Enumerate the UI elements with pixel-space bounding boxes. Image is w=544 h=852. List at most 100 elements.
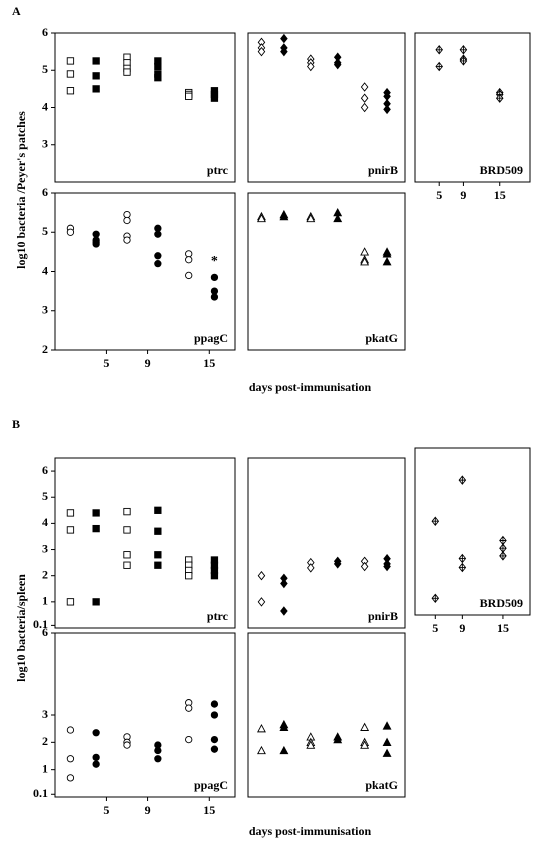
data-point (458, 475, 467, 485)
data-point (66, 726, 75, 734)
data-point (257, 213, 266, 223)
panel-label: pkatG (365, 778, 398, 792)
x-tick-label: 5 (103, 356, 109, 370)
panel-frame (247, 457, 406, 629)
panel-label: pnirB (368, 163, 398, 177)
data-point (210, 273, 219, 282)
data-point (66, 70, 75, 78)
panel-label: ptrc (207, 163, 229, 177)
data-point (360, 561, 369, 572)
y-tick-label: 2 (42, 567, 48, 581)
annotation: * (211, 254, 218, 269)
data-point (92, 760, 100, 768)
y-tick-label: 3 (42, 707, 48, 721)
data-point (66, 228, 75, 236)
data-point (123, 236, 131, 244)
data-point (210, 735, 219, 744)
data-point (123, 551, 131, 559)
data-point (431, 516, 440, 526)
data-point (123, 216, 131, 225)
section-letter: B (12, 417, 20, 431)
panel-label: ptrc (207, 609, 229, 623)
data-point (280, 46, 288, 57)
data-point (499, 551, 507, 561)
data-point (210, 700, 219, 708)
x-tick-label: 5 (436, 188, 442, 202)
y-tick-label: 4 (42, 515, 48, 529)
data-point (154, 746, 162, 755)
panel-frame (54, 192, 236, 351)
data-point (435, 61, 443, 72)
data-point (210, 745, 219, 753)
y-tick-label: 6 (42, 25, 48, 39)
data-point (92, 240, 100, 248)
data-point (360, 102, 369, 113)
data-point (360, 722, 370, 731)
x-tick-label: 15 (203, 356, 215, 370)
y-tick-label: 5 (42, 489, 48, 503)
y-tick-label: 3 (42, 137, 48, 151)
data-point (185, 572, 193, 580)
y-tick-label: 2 (42, 342, 48, 356)
panel-frame (54, 632, 236, 798)
data-point (459, 45, 468, 55)
data-point (333, 213, 343, 223)
data-point (280, 33, 288, 44)
y-tick-label: 3 (42, 303, 48, 317)
x-tick-label: 9 (145, 356, 151, 370)
y-tick-label: 1 (42, 594, 48, 608)
panel-label: ppagC (194, 331, 228, 345)
data-point (154, 62, 162, 71)
panel-frame (54, 457, 236, 629)
data-point (210, 711, 219, 719)
data-point (92, 509, 100, 517)
x-axis-label: days post-immunisation (249, 380, 372, 394)
data-point (360, 82, 369, 92)
data-point (92, 57, 100, 65)
y-tick-label: 6 (42, 463, 48, 477)
x-tick-label: 9 (145, 803, 151, 817)
panel-label: pnirB (368, 609, 398, 623)
data-point (257, 597, 266, 607)
data-point (382, 257, 392, 266)
data-point (154, 230, 162, 238)
panel-frame (414, 447, 531, 616)
data-point (92, 524, 100, 533)
y-axis-label: log10 bacteria /Peyer's patches (14, 111, 28, 269)
data-point (123, 741, 131, 749)
data-point (66, 755, 75, 763)
data-point (257, 724, 266, 733)
panel-frame (54, 32, 236, 183)
panel-label: BRD509 (480, 596, 523, 610)
data-point (279, 211, 289, 221)
data-point (66, 57, 75, 65)
data-point (123, 526, 131, 534)
data-point (360, 740, 370, 749)
data-point (382, 748, 392, 757)
data-point (66, 774, 75, 782)
y-tick-label: 0.1 (33, 786, 48, 800)
data-point (210, 293, 219, 301)
x-tick-label: 5 (103, 803, 109, 817)
panel-frame (247, 192, 406, 351)
panel-frame (247, 32, 406, 183)
data-point (257, 570, 266, 581)
y-tick-label: 6 (42, 185, 48, 199)
data-point (154, 506, 162, 514)
data-point (435, 45, 443, 55)
x-tick-label: 5 (432, 621, 438, 635)
x-tick-label: 9 (459, 621, 465, 635)
data-point (92, 753, 100, 762)
data-point (92, 72, 100, 80)
data-point (66, 598, 75, 606)
data-point (360, 257, 370, 266)
data-point (185, 704, 193, 712)
data-point (257, 46, 266, 57)
data-point (360, 247, 370, 256)
x-tick-label: 15 (494, 188, 506, 202)
data-point (279, 745, 289, 755)
data-point (382, 721, 392, 730)
data-point (123, 507, 131, 516)
data-point (333, 734, 343, 744)
